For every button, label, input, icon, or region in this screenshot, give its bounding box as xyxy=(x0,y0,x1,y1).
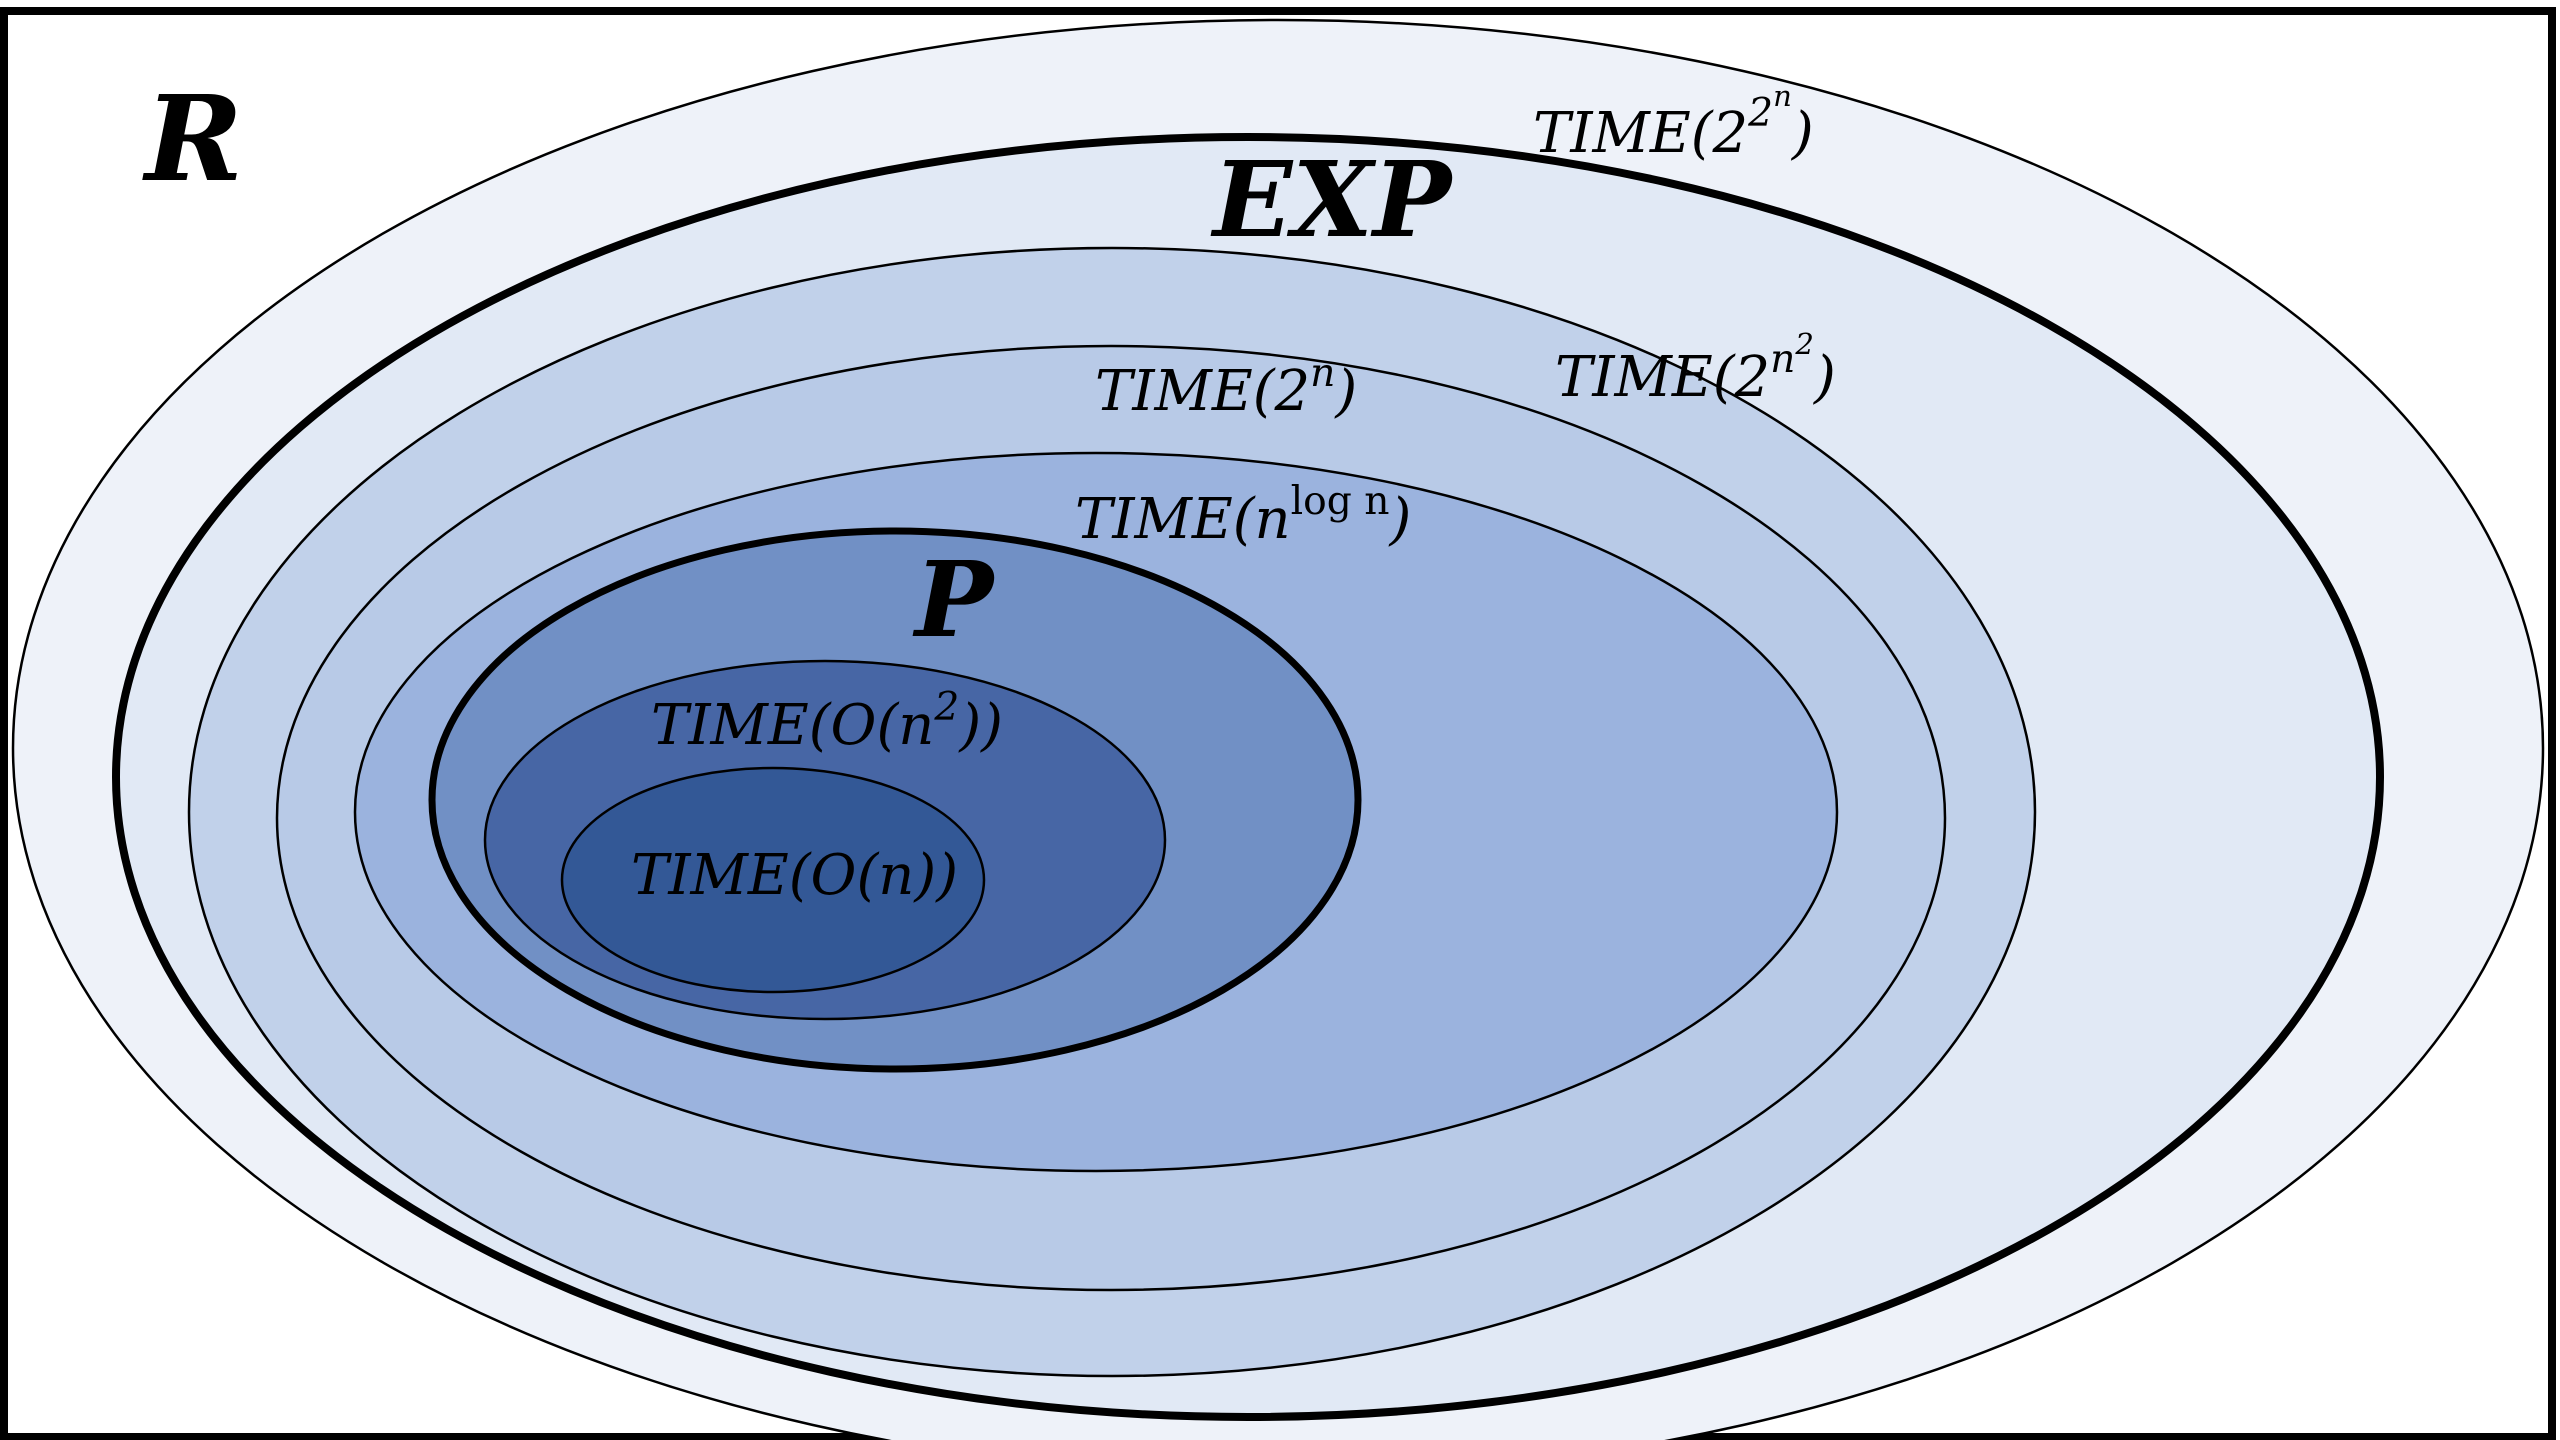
label-time-n: TIME(O(n)) xyxy=(631,843,958,908)
region-time-n xyxy=(560,766,986,994)
class-label-exp: EXP xyxy=(1210,138,1454,261)
class-label-r: R xyxy=(142,69,243,208)
label-time-n2: TIME(O(n2)) xyxy=(651,685,1003,758)
label-time-2-2n: TIME(22n) xyxy=(1533,79,1814,166)
label-time-2-n2: TIME(2n2) xyxy=(1555,327,1836,410)
label-time-2-n: TIME(2n) xyxy=(1095,351,1357,424)
class-label-p: P xyxy=(912,538,996,661)
label-time-nlogn: TIME(nlog n) xyxy=(1075,479,1411,552)
